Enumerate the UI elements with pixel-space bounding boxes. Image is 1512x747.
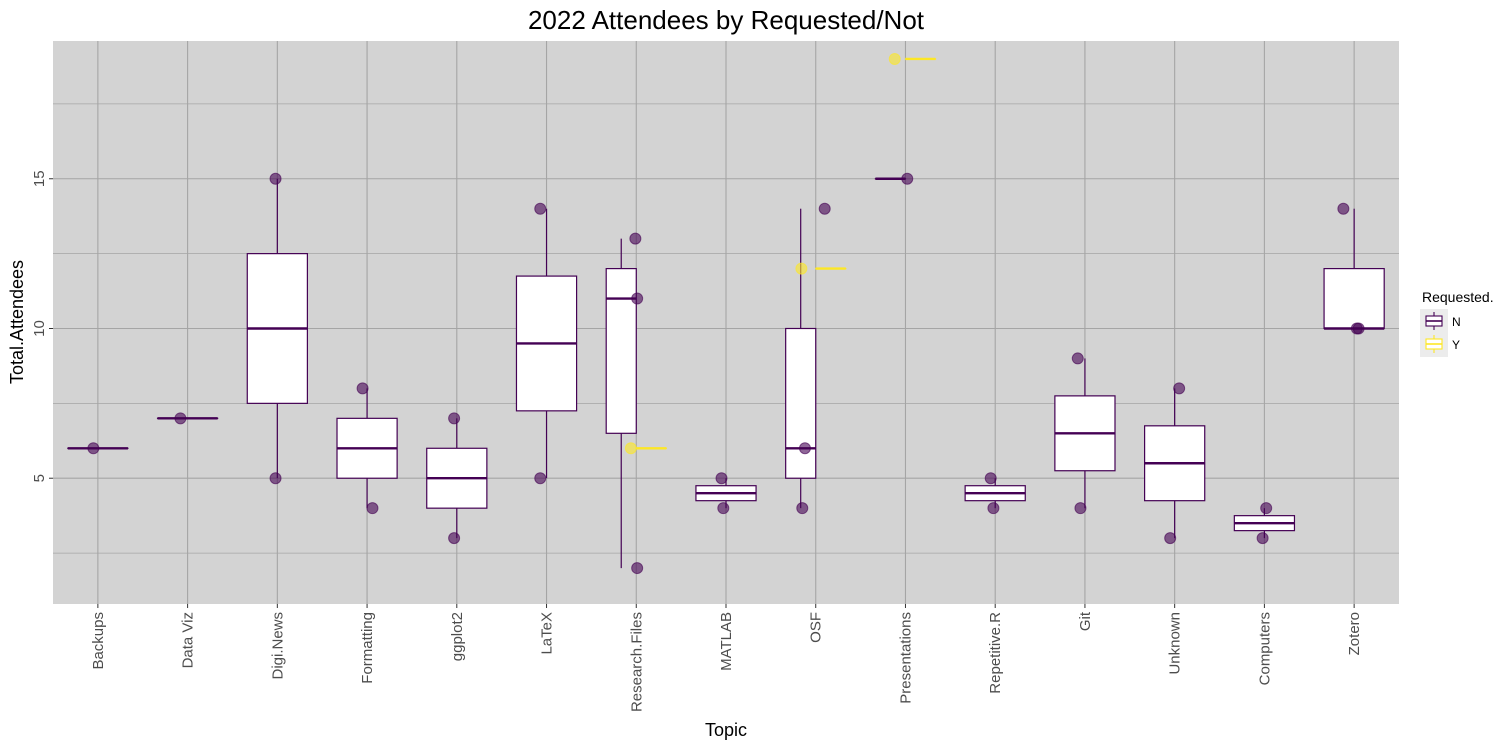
point-MATLAB-N [715, 472, 728, 485]
boxes [67, 57, 1385, 569]
x-axis-title: Topic [705, 720, 747, 740]
legend-label-Y: Y [1452, 338, 1460, 352]
point-Digi.News-N [269, 472, 282, 485]
box-Formatting-N [336, 388, 398, 509]
x-tick-label-Data Viz: Data Viz [180, 612, 197, 668]
point-ggplot2-N [448, 412, 461, 425]
point-OSF-N [798, 442, 811, 455]
x-tick-label-Digi.News: Digi.News [269, 612, 286, 680]
legend-entry-N: N [1425, 312, 1461, 330]
point-Zotero-N [1352, 322, 1365, 335]
x-axis: Backups Data Viz Digi.News Formatting ggplot… [90, 604, 1363, 712]
point-Digi.News-N [269, 172, 282, 185]
box-Repetitive.R-N [964, 478, 1026, 509]
box-rect [1323, 267, 1385, 330]
y-axis: 5 10 15 [31, 170, 53, 482]
box-Research.Files-N [605, 238, 637, 569]
point-Research.Files-N [631, 292, 644, 305]
box-rect [785, 327, 817, 479]
point-OSF-Y [795, 262, 808, 275]
box-LaTeX-N [515, 208, 578, 479]
point-LaTeX-N [534, 202, 547, 215]
y-tick-label: 10 [31, 320, 48, 337]
point-MATLAB-N [717, 502, 730, 515]
point-Formatting-N [356, 382, 369, 395]
x-tick-label-MATLAB: MATLAB [718, 612, 735, 671]
point-Git-N [1074, 502, 1087, 515]
point-Computers-N [1260, 502, 1273, 515]
point-Computers-N [1256, 532, 1269, 545]
legend-title: Requested. [1422, 289, 1494, 305]
point-Research.Files-N [631, 562, 644, 575]
point-Presentations-N [901, 172, 914, 185]
x-tick-label-Formatting: Formatting [359, 612, 376, 684]
point-Git-N [1071, 352, 1084, 365]
x-tick-label-OSF: OSF [808, 612, 825, 643]
point-Unknown-N [1173, 382, 1186, 395]
point-Repetitive.R-N [987, 502, 1000, 515]
box-OSF-N [785, 208, 817, 509]
box-rect [605, 267, 637, 434]
point-Repetitive.R-N [984, 472, 997, 485]
x-tick-label-Backups: Backups [90, 612, 107, 670]
y-axis-title: Total.Attendees [7, 260, 27, 384]
plot-area: 5 10 15 Backups Data Viz Digi.News Formatting g… [31, 41, 1399, 712]
legend-entry-Y: Y [1425, 335, 1460, 353]
box-Digi.News-N [246, 178, 308, 479]
box-Unknown-N [1144, 388, 1206, 539]
y-tick-label: 15 [31, 170, 48, 187]
y-tick-label: 5 [31, 474, 48, 482]
box-Git-N [1054, 358, 1116, 509]
point-Research.Files-N [629, 232, 642, 245]
x-tick-label-Zotero: Zotero [1346, 612, 1363, 655]
point-Zotero-N [1337, 202, 1350, 215]
x-tick-label-ggplot2: ggplot2 [449, 612, 466, 661]
box-Computers-N [1233, 508, 1296, 539]
legend-label-N: N [1452, 315, 1461, 329]
point-Data Viz-N [174, 412, 187, 425]
point-Presentations-Y [888, 52, 901, 65]
x-tick-label-Unknown: Unknown [1167, 612, 1184, 675]
point-Unknown-N [1164, 532, 1177, 545]
chart-title: 2022 Attendees by Requested/Not [528, 5, 925, 35]
point-OSF-N [818, 202, 831, 215]
data-points [87, 52, 1365, 575]
point-ggplot2-N [448, 532, 461, 545]
x-tick-label-Computers: Computers [1256, 612, 1273, 685]
point-Formatting-N [366, 502, 379, 515]
legend: Requested. NY [1420, 289, 1494, 357]
x-tick-label-Git: Git [1077, 611, 1094, 631]
x-tick-label-Presentations: Presentations [897, 612, 914, 704]
point-OSF-N [796, 502, 809, 515]
x-tick-label-Research.Files: Research.Files [628, 612, 645, 712]
point-Backups-N [87, 442, 100, 455]
point-Research.Files-Y [624, 442, 637, 455]
x-tick-label-LaTeX: LaTeX [539, 612, 556, 655]
x-tick-label-Repetitive.R: Repetitive.R [987, 612, 1004, 694]
point-LaTeX-N [534, 472, 547, 485]
